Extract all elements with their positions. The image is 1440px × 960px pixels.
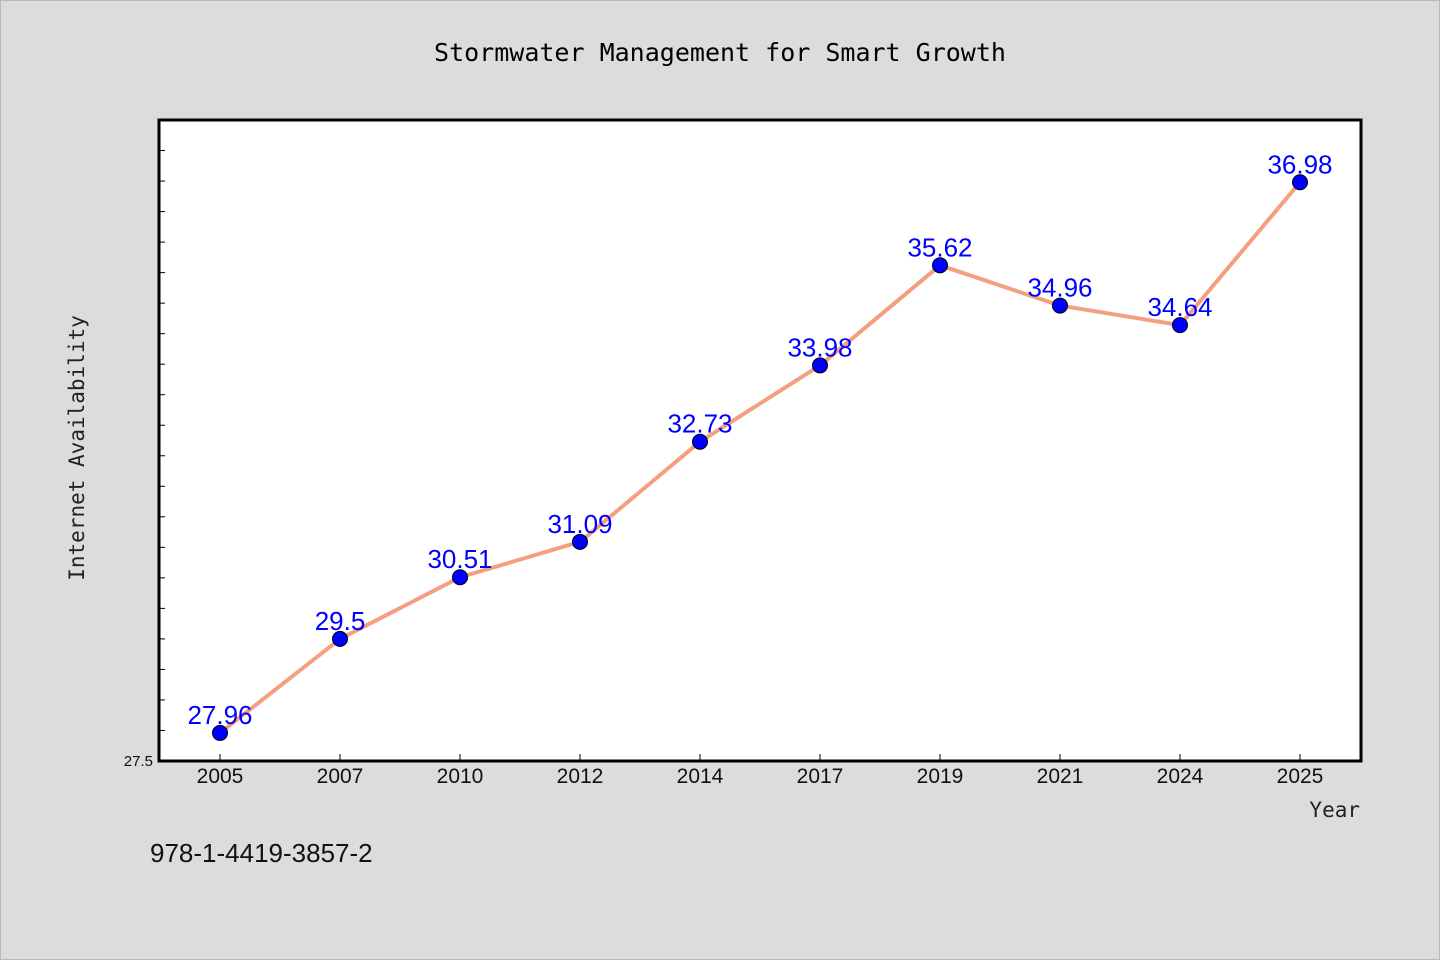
data-label: 33.98 <box>787 332 852 362</box>
x-axis-ticks: 2005 2007 2010 2012 2014 2017 2019 2021 2024 2025 <box>197 754 1324 788</box>
data-label: 31.09 <box>547 509 612 539</box>
x-tick-label: 2017 <box>797 765 844 788</box>
data-label: 34.64 <box>1147 292 1212 322</box>
data-point <box>212 724 228 741</box>
data-label: 27.96 <box>187 700 252 730</box>
footnote-isbn: 978-1-4419-3857-2 <box>150 838 373 868</box>
data-label: 30.51 <box>427 544 492 574</box>
x-tick-label: 2024 <box>1157 765 1204 788</box>
series-group: 27.96 29.5 30.51 31.09 32.73 33.98 35.62 34.96 3… <box>187 149 1333 741</box>
x-tick-label: 2019 <box>917 765 964 788</box>
data-point <box>332 630 348 647</box>
x-tick-label: 2010 <box>437 765 484 788</box>
x-tick-label: 2005 <box>197 765 244 788</box>
x-tick-label: 2025 <box>1277 765 1324 788</box>
x-tick-label: 2014 <box>677 765 724 788</box>
x-axis-label: Year <box>1309 798 1360 822</box>
data-label: 32.73 <box>667 409 732 439</box>
y-axis-ticks: 27.5 <box>124 119 165 770</box>
data-point <box>1292 174 1308 191</box>
data-label: 29.5 <box>315 606 366 636</box>
data-point <box>932 257 948 274</box>
data-point <box>572 533 588 550</box>
plot-area <box>157 118 1363 763</box>
data-point <box>692 433 708 450</box>
y-axis-label: Internet Availability <box>65 315 89 581</box>
chart-title: Stormwater Management for Smart Growth <box>434 38 1006 67</box>
x-tick-label: 2007 <box>317 765 364 788</box>
x-tick-label: 2012 <box>557 765 604 788</box>
y-tick-label: 27.5 <box>124 753 153 770</box>
data-point <box>1172 317 1188 334</box>
data-label: 34.96 <box>1027 273 1092 303</box>
data-point <box>1052 297 1068 314</box>
data-label: 36.98 <box>1267 149 1332 179</box>
series-line <box>218 180 1302 735</box>
data-point <box>812 357 828 374</box>
data-point <box>452 569 468 586</box>
x-tick-label: 2021 <box>1037 765 1084 788</box>
data-label: 35.62 <box>907 232 972 262</box>
